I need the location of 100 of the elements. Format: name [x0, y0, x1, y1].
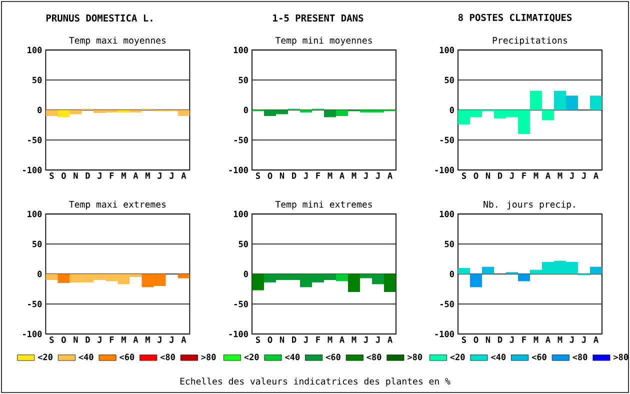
y-tick-label: 50 [238, 240, 248, 248]
x-tick-label: D [292, 172, 296, 179]
text: PRUNUS DOMESTICA L. [46, 14, 152, 22]
bar [518, 274, 530, 282]
x-tick-label: J [510, 172, 514, 179]
y-tick-label: 100 [440, 210, 454, 218]
x-tick-label: J [170, 336, 174, 343]
x-tick-label: N [74, 336, 78, 343]
y-tick-label: 50 [444, 76, 454, 84]
y-tick-label: -50 [234, 136, 248, 144]
x-tick-label: S [50, 336, 54, 343]
text: 8 POSTES CLIMATIQUES [458, 14, 572, 22]
x-tick-label: J [582, 336, 586, 343]
y-tick-label: -100 [435, 330, 454, 338]
legend-label: >80 [614, 354, 628, 360]
bar [458, 268, 470, 274]
x-tick-label: D [498, 172, 502, 179]
x-tick-label: J [304, 172, 308, 179]
legend-label: <60 [326, 354, 340, 360]
x-tick-label: N [74, 172, 78, 179]
legend-label: >80 [201, 354, 216, 360]
bar [590, 266, 602, 274]
y-tick-label: 0 [450, 106, 454, 114]
x-tick-label: J [570, 172, 574, 179]
y-tick-label: -100 [22, 166, 42, 174]
x-tick-label: A [546, 336, 550, 343]
x-tick-label: A [546, 172, 550, 179]
x-tick-label: M [328, 172, 332, 179]
x-tick-label: O [268, 336, 272, 343]
x-tick-label: M [328, 336, 332, 343]
bar [590, 96, 602, 110]
y-tick-label: -50 [440, 136, 454, 144]
chart-title: Precipitations [492, 36, 568, 46]
bar [554, 90, 566, 110]
x-tick-label: M [146, 336, 150, 343]
legend-label: <20 [450, 354, 465, 360]
x-tick-label: A [388, 336, 392, 343]
y-tick-label: 0 [38, 270, 42, 278]
y-tick-label: -50 [440, 300, 454, 308]
y-tick-label: 100 [234, 46, 248, 54]
y-tick-label: 100 [234, 210, 248, 218]
x-tick-label: J [376, 172, 380, 179]
x-tick-label: D [498, 336, 502, 343]
x-tick-label: J [158, 172, 162, 179]
x-tick-label: N [486, 172, 490, 179]
x-tick-label: S [462, 172, 466, 179]
bar [566, 96, 578, 110]
x-tick-label: M [122, 172, 126, 179]
y-tick-label: -50 [28, 136, 42, 144]
x-tick-label: N [280, 336, 284, 343]
x-tick-label: A [133, 336, 138, 343]
x-tick-label: J [570, 336, 574, 343]
chart-title: Temp maxi moyennes [69, 36, 166, 46]
legend-label: <80 [160, 354, 175, 360]
x-tick-label: M [558, 336, 562, 343]
x-tick-label: J [364, 172, 368, 179]
x-tick-label: M [146, 172, 150, 179]
x-tick-label: F [522, 172, 526, 179]
y-tick-label: 100 [28, 210, 42, 218]
x-tick-label: A [388, 172, 392, 179]
y-tick-label: 0 [450, 270, 454, 278]
x-tick-label: F [110, 172, 114, 179]
y-tick-label: -50 [28, 300, 42, 308]
x-tick-label: F [316, 172, 320, 179]
x-tick-label: O [62, 172, 66, 179]
y-tick-label: 0 [244, 270, 248, 278]
legend-label: <60 [532, 354, 546, 360]
x-tick-label: J [510, 336, 514, 343]
x-tick-label: A [133, 172, 138, 179]
x-tick-label: F [110, 336, 114, 343]
legend-label: <60 [120, 354, 134, 360]
y-tick-label: -100 [229, 330, 248, 338]
x-tick-label: D [86, 172, 90, 179]
legend-label: <20 [38, 354, 52, 360]
y-tick-label: 0 [244, 106, 248, 114]
x-tick-label: M [534, 336, 538, 343]
legend-label: >80 [408, 354, 422, 360]
x-tick-label: S [462, 336, 466, 343]
x-tick-label: J [304, 336, 308, 343]
text: Echelles des valeurs indicatrices des plantes en % [180, 378, 450, 386]
x-tick-label: D [292, 336, 296, 343]
x-tick-label: J [364, 336, 368, 343]
x-tick-label: F [522, 336, 526, 343]
legend-label: <80 [572, 354, 588, 360]
y-tick-label: -50 [234, 300, 248, 308]
y-tick-label: -100 [435, 166, 454, 174]
x-tick-label: S [256, 336, 260, 343]
x-tick-label: J [98, 336, 102, 343]
chart-title: Nb. jours precip. [484, 200, 575, 210]
y-tick-label: 50 [238, 76, 248, 84]
bar [542, 110, 554, 120]
x-tick-label: O [474, 172, 478, 179]
x-tick-label: A [594, 336, 598, 343]
x-tick-label: N [486, 336, 490, 343]
legend-label: <80 [366, 354, 382, 360]
y-tick-label: 50 [444, 240, 454, 248]
legend-label: <20 [244, 354, 259, 360]
x-tick-label: J [582, 172, 586, 179]
chart-title: Temp mini moyennes [275, 36, 372, 46]
chart-title: Temp mini extremes [275, 200, 372, 210]
